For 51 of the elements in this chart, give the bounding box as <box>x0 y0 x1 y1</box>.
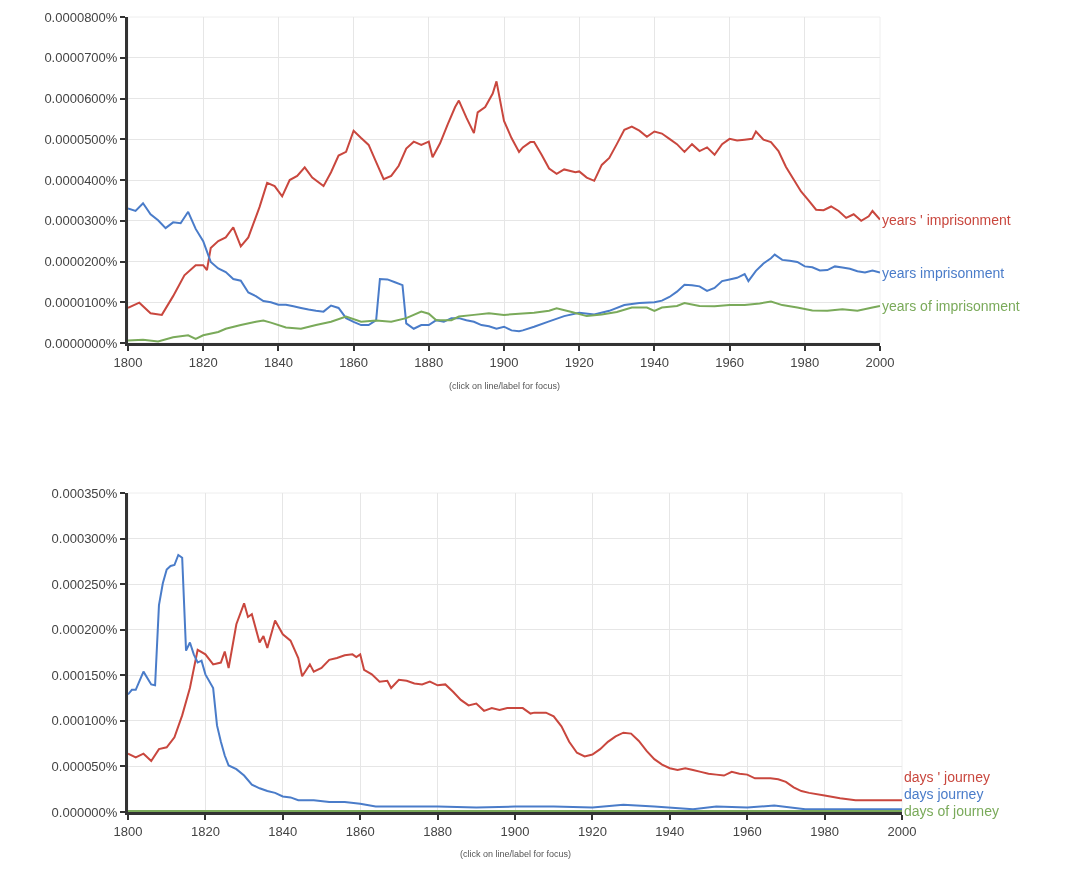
series-label: days journey <box>904 786 984 802</box>
x-tick-label: 1800 <box>113 823 143 839</box>
y-tick-label: 0.000100% <box>51 713 118 729</box>
x-tick-label: 1920 <box>564 354 594 370</box>
x-tick-label: 1800 <box>113 354 143 370</box>
y-tick-label: 0.0000600% <box>44 91 118 107</box>
series-label: years imprisonment <box>882 265 1005 281</box>
y-tick-label: 0.0000800% <box>44 9 118 25</box>
x-tick-label: 1980 <box>810 823 840 839</box>
x-tick-label: 1980 <box>790 354 820 370</box>
x-tick-label: 1840 <box>263 354 293 370</box>
series-label: years ' imprisonment <box>882 212 1011 228</box>
series-label: days of journey <box>904 803 999 819</box>
y-tick-label: 0.0000700% <box>44 50 118 66</box>
y-tick-label: 0.000000% <box>51 804 118 820</box>
x-tick-label: 1880 <box>423 823 453 839</box>
line-series <box>128 553 902 811</box>
x-tick-label: 1940 <box>639 354 669 370</box>
series-label: years of imprisonment <box>882 298 1020 314</box>
x-tick-label: 1840 <box>268 823 298 839</box>
text: (click on line/label for focus) <box>460 849 572 859</box>
y-tick-label: 0.0000300% <box>44 213 118 229</box>
x-tick-label: 1960 <box>732 823 762 839</box>
x-tick-label: 2000 <box>887 823 917 839</box>
y-tick-label: 0.0000200% <box>44 254 118 270</box>
y-tick-label: 0.0000400% <box>44 172 118 188</box>
y-tick-label: 0.0000000% <box>44 335 118 351</box>
x-tick-label: 1820 <box>190 823 220 839</box>
x-tick-label: 1860 <box>339 354 369 370</box>
x-tick-label: 2000 <box>865 354 895 370</box>
y-tick-label: 0.000150% <box>51 667 118 683</box>
y-tick-label: 0.0000100% <box>44 294 118 310</box>
y-tick-label: 0.0000500% <box>44 131 118 147</box>
x-tick-label: 1940 <box>655 823 685 839</box>
line-series <box>128 202 880 333</box>
text: (click on line/label for focus) <box>449 381 561 391</box>
x-tick-label: 1960 <box>715 354 745 370</box>
x-tick-label: 1900 <box>489 354 519 370</box>
x-tick-label: 1820 <box>188 354 218 370</box>
line-series <box>128 602 902 802</box>
line-series <box>128 80 880 316</box>
x-tick-label: 1860 <box>345 823 375 839</box>
y-tick-label: 0.000350% <box>51 485 118 501</box>
x-tick-label: 1880 <box>414 354 444 370</box>
x-tick-label: 1920 <box>577 823 607 839</box>
y-tick-label: 0.000200% <box>51 622 118 638</box>
y-tick-label: 0.000050% <box>51 758 118 774</box>
y-tick-label: 0.000300% <box>51 531 118 547</box>
series-label: days ' journey <box>904 769 990 785</box>
x-tick-label: 1900 <box>500 823 530 839</box>
y-tick-label: 0.000250% <box>51 576 118 592</box>
